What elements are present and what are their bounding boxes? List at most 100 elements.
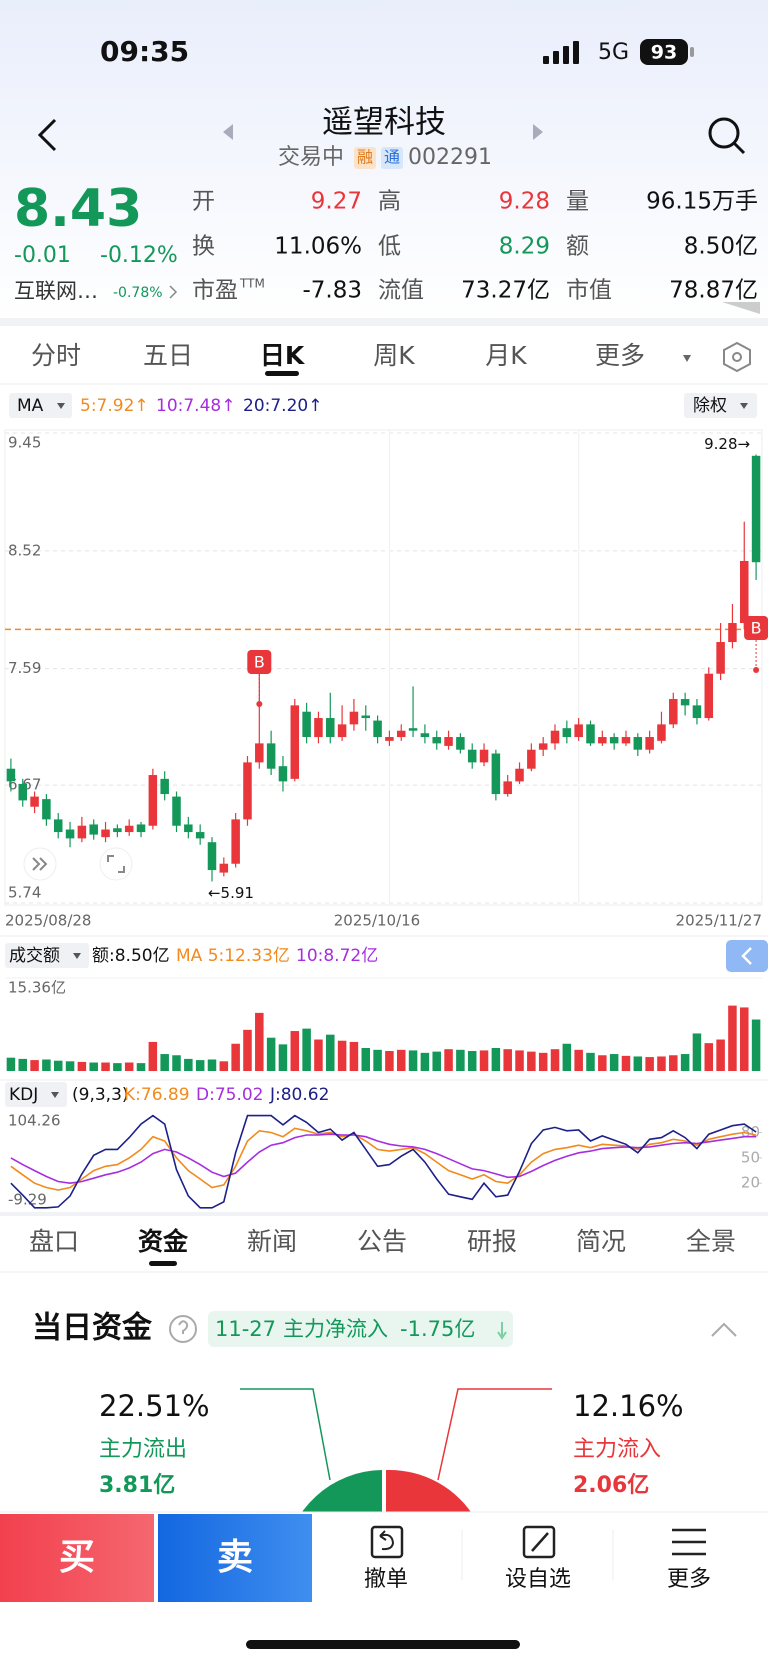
sector-name[interactable]: 互联网…: [14, 279, 98, 303]
volume-bar: [550, 1049, 560, 1071]
signal-icon: [543, 41, 579, 64]
period-tab[interactable]: 月K: [485, 341, 527, 370]
volume-bar: [408, 1050, 418, 1071]
indicator-select[interactable]: [9, 393, 72, 418]
info-tab[interactable]: 简况: [576, 1227, 626, 1256]
stat-sup: TTM: [239, 277, 265, 291]
sell-label: 卖: [217, 1537, 253, 1578]
tag-box: [354, 147, 376, 169]
period-tab[interactable]: 日K: [260, 341, 306, 370]
candle-body: [538, 743, 548, 750]
volume-bar: [716, 1039, 725, 1071]
volume-bar: [432, 1051, 441, 1071]
high-label: 9.28→: [704, 435, 750, 453]
candle-body: [491, 753, 501, 795]
caret: [740, 403, 748, 409]
candle-body: [396, 730, 406, 738]
volume-bar: [231, 1043, 240, 1071]
info-tab[interactable]: 盘口: [29, 1227, 79, 1256]
search-button[interactable]: [708, 117, 740, 149]
y-tick-label: 104.26: [8, 1112, 61, 1130]
volume-title: 成交额: [9, 946, 60, 966]
y-tick-label: 7.59: [8, 659, 41, 677]
volume-bar: [456, 1049, 465, 1071]
candle-body: [527, 749, 536, 769]
volume-bar: [396, 1049, 406, 1071]
home-indicator: [246, 1640, 520, 1649]
fullscreen-icon: [107, 855, 125, 873]
candle-body: [657, 724, 666, 741]
collapse-button[interactable]: [726, 940, 768, 972]
sector-change: -0.78%: [113, 285, 163, 301]
volume-bar: [739, 1007, 749, 1071]
bottom-item[interactable]: 撤单: [364, 1567, 408, 1592]
info-tab[interactable]: 公告: [357, 1227, 407, 1256]
more-caret: [683, 355, 691, 362]
candle-body: [290, 705, 300, 779]
volume-bar: [515, 1050, 524, 1071]
caret: [57, 403, 65, 409]
fullscreen-button[interactable]: [99, 847, 133, 881]
stat-label: 换: [192, 234, 215, 260]
candle-body: [645, 737, 654, 750]
volume-select[interactable]: [5, 943, 89, 968]
stat-value: 78.87亿: [669, 278, 758, 304]
volume-bar: [385, 1051, 394, 1071]
volume-bar: [373, 1049, 382, 1071]
candle-body: [669, 699, 678, 725]
period-tab[interactable]: 分时: [31, 341, 81, 370]
y-tick-label: 5.74: [8, 884, 41, 902]
back-button[interactable]: [37, 118, 57, 152]
info-tab[interactable]: 研报: [467, 1227, 517, 1256]
y-tick-label: 8.52: [8, 541, 41, 559]
ma-value: 20:7.20↑: [243, 396, 322, 416]
candle-body: [728, 623, 737, 643]
stat-label: 市值: [566, 278, 612, 304]
collapse-chevron[interactable]: [711, 1322, 737, 1337]
sell-button[interactable]: [158, 1514, 312, 1602]
buy-marker-label: B: [751, 619, 762, 638]
buy-button[interactable]: [0, 1514, 154, 1602]
candle-body: [432, 737, 441, 744]
bottom-item[interactable]: 更多: [667, 1567, 711, 1592]
kdj-title: KDJ: [9, 1085, 38, 1105]
kdj-select[interactable]: [5, 1082, 67, 1107]
prev-stock[interactable]: [223, 124, 233, 140]
adjust-select[interactable]: [684, 393, 757, 418]
volume-bar: [598, 1055, 607, 1071]
candle-body: [314, 718, 323, 738]
candle-body: [385, 737, 394, 741]
ma-value: 5:7.92↑: [80, 396, 149, 416]
watchlist-glyph: [531, 1532, 549, 1552]
info-tab[interactable]: 新闻: [247, 1227, 297, 1256]
settings-button[interactable]: [723, 341, 751, 373]
volume-bar: [361, 1047, 371, 1071]
candle-body: [207, 842, 217, 871]
candle-body: [136, 824, 146, 833]
candle-body: [42, 799, 51, 820]
candle-body: [160, 778, 169, 795]
next-stock[interactable]: [533, 124, 543, 140]
stat-value: 8.29: [499, 234, 550, 260]
candle-body: [148, 775, 158, 826]
help-icon[interactable]: [169, 1315, 197, 1343]
candle-body: [550, 730, 560, 744]
candle-body: [574, 724, 583, 738]
fund-net-label: 主力净流入: [283, 1317, 388, 1341]
tag-margin: 融: [357, 148, 373, 167]
bottom-item[interactable]: 设自选: [505, 1567, 571, 1592]
volume-bar: [255, 1012, 264, 1071]
stock-code: 002291: [408, 145, 492, 170]
last-price: 8.43: [14, 179, 142, 239]
info-tab[interactable]: 资金: [138, 1227, 189, 1256]
period-tab[interactable]: 更多: [595, 341, 645, 370]
tab-underline: [265, 371, 299, 376]
info-tab[interactable]: 全景: [686, 1227, 736, 1256]
candle-body: [65, 829, 75, 839]
candle-body: [621, 737, 631, 744]
period-tab[interactable]: 五日: [143, 341, 193, 370]
expand-corner[interactable]: [722, 302, 760, 314]
volume-bar: [704, 1043, 714, 1071]
outflow-leader: [240, 1388, 331, 1481]
period-tab[interactable]: 周K: [373, 341, 415, 370]
